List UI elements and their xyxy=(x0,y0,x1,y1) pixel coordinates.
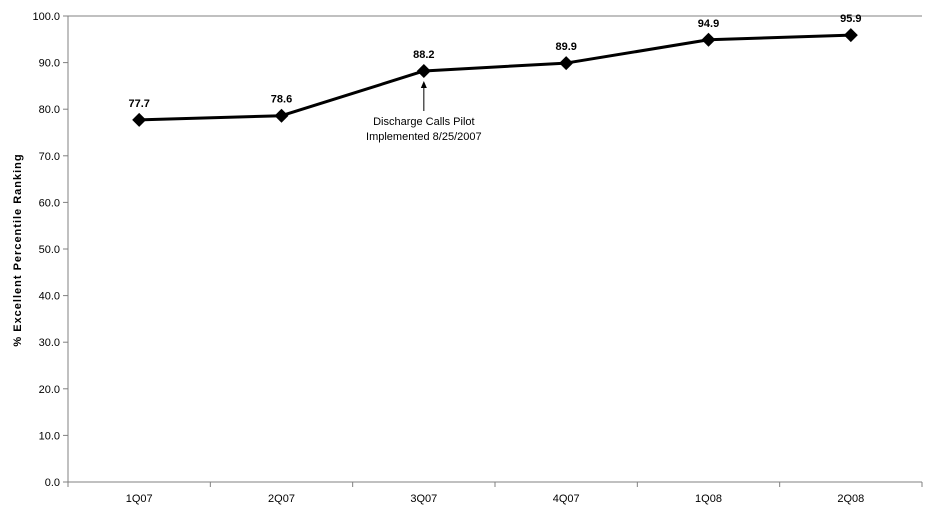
annotation-text-line: Discharge Calls Pilot xyxy=(373,116,474,128)
data-point-marker xyxy=(416,63,431,78)
x-axis: 1Q07 2Q07 3Q07 4Q07 1Q08 2Q08 xyxy=(67,481,923,505)
annotation-arrow-head xyxy=(420,80,427,88)
y-axis-title: % Excellent Percentile Ranking xyxy=(12,153,24,346)
y-tick-label: 0.0 xyxy=(45,477,60,489)
y-tick-label: 90.0 xyxy=(39,58,60,70)
y-tick-label: 60.0 xyxy=(39,197,60,209)
x-tick-label: 4Q07 xyxy=(553,493,580,505)
data-point-marker xyxy=(274,108,289,123)
data-point-marker xyxy=(559,56,574,71)
data-label: 78.6 xyxy=(271,94,292,106)
y-tick-label: 100.0 xyxy=(32,11,60,23)
data-label: 77.7 xyxy=(128,98,149,110)
x-tick-label: 2Q08 xyxy=(837,493,864,505)
x-tick-label: 1Q08 xyxy=(695,493,722,505)
annotation-text-line: Implemented 8/25/2007 xyxy=(366,131,482,143)
x-tick-label: 1Q07 xyxy=(126,493,153,505)
data-label: 88.2 xyxy=(413,49,434,61)
series-line xyxy=(139,33,851,122)
annotation: Discharge Calls Pilot Implemented 8/25/20… xyxy=(366,80,482,143)
data-point-marker xyxy=(701,32,716,47)
y-tick-label: 50.0 xyxy=(39,244,60,256)
data-label: 95.9 xyxy=(840,13,861,25)
y-tick-label: 20.0 xyxy=(39,384,60,396)
x-tick-label: 3Q07 xyxy=(410,493,437,505)
x-tick-label: 2Q07 xyxy=(268,493,295,505)
data-label: 94.9 xyxy=(698,18,719,30)
data-labels: 77.7 78.6 88.2 89.9 94.9 95.9 xyxy=(128,13,861,110)
data-label: 89.9 xyxy=(555,41,576,53)
y-tick-label: 10.0 xyxy=(39,430,60,442)
series-line-group xyxy=(132,28,858,127)
data-point-marker xyxy=(132,112,147,127)
y-tick-label: 70.0 xyxy=(39,151,60,163)
y-tick-label: 80.0 xyxy=(39,104,60,116)
y-axis: 0.0 10.0 20.0 30.0 40.0 50.0 60.0 70.0 80.0 90.0 1… xyxy=(32,11,922,489)
y-tick-label: 40.0 xyxy=(39,291,60,303)
data-point-marker xyxy=(843,28,858,43)
y-tick-label: 30.0 xyxy=(39,337,60,349)
